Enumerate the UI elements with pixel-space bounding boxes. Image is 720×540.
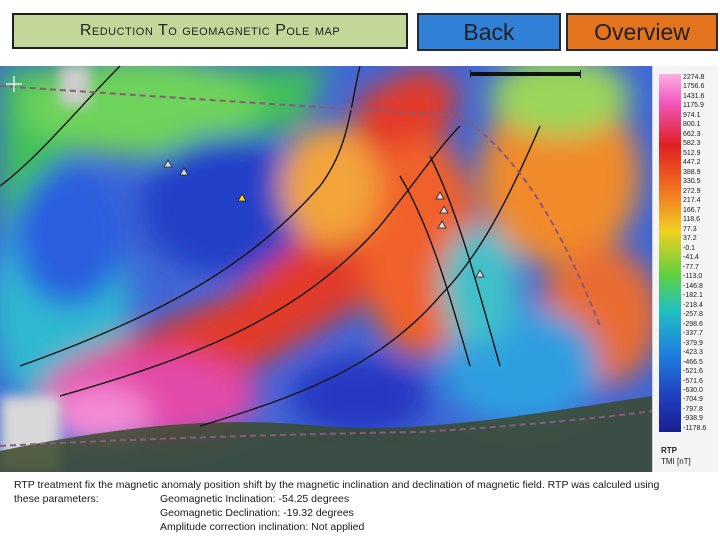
legend-value: 118.6	[683, 216, 700, 224]
legend-color-ramp	[659, 74, 681, 432]
legend-value: 77.3	[683, 225, 697, 233]
legend-value: -77.7	[683, 263, 699, 271]
legend-value: 217.4	[683, 197, 701, 205]
legend-value: -704.9	[683, 396, 703, 404]
legend-value: -1178.6	[683, 424, 707, 432]
overview-button[interactable]: Overview	[566, 13, 718, 51]
legend-value: 37.2	[683, 235, 697, 243]
legend-value: 2274.8	[683, 74, 705, 81]
legend-value: -938.9	[683, 415, 703, 423]
legend-value: 512.9	[683, 149, 701, 157]
legend-value: -146.8	[683, 282, 703, 290]
legend-value: -0.1	[683, 244, 696, 252]
caption-line: RTP treatment fix the magnetic anomaly p…	[14, 479, 660, 491]
back-button[interactable]: Back	[417, 13, 561, 51]
caption-lead: these parameters:	[14, 493, 99, 505]
legend-value: 582.3	[683, 140, 701, 148]
legend-labels: 2274.8 1756.6 1431.6 1175.9 974.1 800.1 …	[683, 74, 717, 432]
legend-value: 272.9	[683, 187, 701, 195]
legend-value: -571.6	[683, 377, 703, 385]
legend-value: -521.6	[683, 368, 703, 376]
param-inclination: Geomagnetic Inclination: -54.25 degrees	[160, 493, 350, 505]
legend-value: -113.0	[683, 273, 703, 281]
caption: RTP treatment fix the magnetic anomaly p…	[14, 478, 714, 534]
legend-unit: TMI [nT]	[661, 457, 691, 466]
param-declination: Geomagnetic Declination: -19.32 degrees	[160, 507, 354, 519]
legend-value: 388.9	[683, 168, 701, 176]
legend-value: -466.5	[683, 358, 703, 366]
back-button-label: Back	[463, 18, 515, 45]
color-legend: 2274.8 1756.6 1431.6 1175.9 974.1 800.1 …	[652, 66, 718, 472]
page-title-text: Reduction To geomagnetic Pole map	[79, 22, 341, 39]
legend-title: RTP	[661, 446, 677, 455]
legend-value: -298.6	[683, 320, 703, 328]
legend-value: 800.1	[683, 121, 701, 129]
legend-value: 330.5	[683, 178, 701, 186]
rtp-map-image	[0, 66, 652, 472]
overview-button-label: Overview	[594, 18, 690, 45]
legend-value: -379.9	[683, 339, 703, 347]
rtp-map	[0, 66, 652, 472]
legend-value: 1431.6	[683, 92, 705, 100]
page-title: Reduction To geomagnetic Pole map	[12, 13, 408, 49]
legend-value: -257.8	[683, 311, 703, 319]
param-row: these parameters: Geomagnetic Inclinatio…	[14, 492, 714, 506]
legend-value: -797.8	[683, 405, 703, 413]
legend-value: 1175.9	[683, 102, 704, 110]
legend-value: 166.7	[683, 206, 701, 214]
legend-value: -182.1	[683, 292, 703, 300]
legend-value: -423.3	[683, 349, 703, 357]
legend-value: -218.4	[683, 301, 703, 309]
legend-value: -630.0	[683, 386, 703, 394]
legend-value: -41.4	[683, 254, 699, 262]
legend-value: 662.3	[683, 130, 701, 138]
param-row: Geomagnetic Declination: -19.32 degrees	[14, 506, 714, 520]
param-amplitude-correction: Amplitude correction inclination: Not ap…	[160, 521, 365, 533]
legend-value: -337.7	[683, 330, 703, 338]
legend-value: 974.1	[683, 111, 701, 119]
legend-value: 447.2	[683, 159, 701, 167]
param-row: Amplitude correction inclination: Not ap…	[14, 520, 714, 534]
legend-value: 1756.6	[683, 83, 705, 91]
